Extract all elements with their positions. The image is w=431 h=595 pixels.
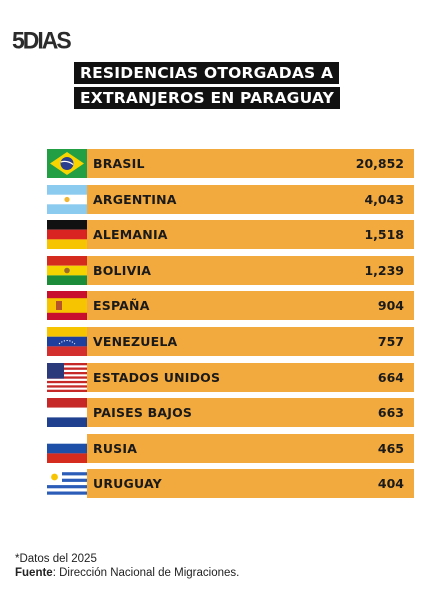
argentina-flag-icon bbox=[47, 184, 87, 214]
bar bbox=[87, 326, 414, 356]
category-label: PAISES BAJOS bbox=[93, 405, 193, 421]
footnote-source-label: Fuente bbox=[15, 567, 53, 579]
footnote-note: *Datos del 2025 bbox=[15, 553, 97, 565]
category-label: ESTADOS UNIDOS bbox=[93, 369, 221, 385]
footnote-source-text: : Dirección Nacional de Migraciones. bbox=[52, 567, 240, 579]
value-label: 663 bbox=[377, 405, 404, 421]
bar-row: VENEZUELA 757 bbox=[47, 326, 414, 356]
brazil-flag-icon bbox=[47, 149, 87, 178]
value-label: 904 bbox=[377, 298, 404, 314]
bar-row: ALEMANIA 1,518 bbox=[47, 220, 414, 250]
value-label: 1,239 bbox=[364, 262, 404, 278]
uruguay-flag-icon bbox=[47, 469, 87, 499]
russia-flag-icon bbox=[47, 433, 87, 463]
bar-row: URUGUAY 404 bbox=[47, 469, 414, 499]
venezuela-flag-icon bbox=[47, 326, 87, 356]
brand-logo: 5DIAS bbox=[12, 26, 72, 54]
spain-flag-icon bbox=[47, 291, 87, 321]
bar bbox=[87, 433, 414, 463]
bar bbox=[87, 469, 414, 499]
category-label: RUSIA bbox=[93, 440, 138, 456]
bar bbox=[87, 184, 414, 214]
footnote: *Datos del 2025 Fuente: Dirección Nacion… bbox=[15, 552, 239, 580]
bar-row: RUSIA 465 bbox=[47, 433, 414, 463]
bar bbox=[87, 149, 414, 178]
bar bbox=[87, 291, 414, 321]
category-label: ARGENTINA bbox=[93, 191, 177, 207]
value-label: 664 bbox=[377, 369, 404, 385]
bar-row: ESPAÑA 904 bbox=[47, 291, 414, 321]
category-label: URUGUAY bbox=[93, 476, 162, 492]
bar-row: PAISES BAJOS 663 bbox=[47, 398, 414, 428]
germany-flag-icon bbox=[47, 220, 87, 250]
bolivia-flag-icon bbox=[47, 255, 87, 285]
netherlands-flag-icon bbox=[47, 398, 87, 428]
chart-title-line-1: RESIDENCIAS OTORGADAS A bbox=[74, 62, 340, 84]
usa-flag-icon bbox=[47, 362, 87, 392]
value-label: 465 bbox=[377, 440, 404, 456]
bar bbox=[87, 362, 414, 392]
bar bbox=[87, 220, 414, 250]
bar-list: BRASIL 20,852 ARGENTINA 4,043 ALEMANIA 1,518 B… bbox=[47, 149, 414, 505]
category-label: VENEZUELA bbox=[93, 333, 178, 349]
bar-row: BRASIL 20,852 bbox=[47, 149, 414, 178]
bar bbox=[87, 398, 414, 428]
category-label: BOLIVIA bbox=[93, 262, 152, 278]
value-label: 1,518 bbox=[364, 227, 404, 243]
value-label: 404 bbox=[377, 476, 404, 492]
chart-title-line-2: EXTRANJEROS EN PARAGUAY bbox=[74, 87, 341, 109]
value-label: 757 bbox=[377, 333, 404, 349]
bar-row: ARGENTINA 4,043 bbox=[47, 184, 414, 214]
category-label: ESPAÑA bbox=[93, 298, 150, 314]
value-label: 4,043 bbox=[364, 191, 404, 207]
bar-row: ESTADOS UNIDOS 664 bbox=[47, 362, 414, 392]
value-label: 20,852 bbox=[355, 156, 404, 171]
category-label: BRASIL bbox=[93, 156, 145, 171]
footnote-source: Fuente: Dirección Nacional de Migracione… bbox=[15, 566, 239, 580]
chart-title: RESIDENCIAS OTORGADAS A EXTRANJEROS EN P… bbox=[74, 62, 341, 109]
bar bbox=[87, 255, 414, 285]
category-label: ALEMANIA bbox=[93, 227, 168, 243]
bar-row: BOLIVIA 1,239 bbox=[47, 255, 414, 285]
